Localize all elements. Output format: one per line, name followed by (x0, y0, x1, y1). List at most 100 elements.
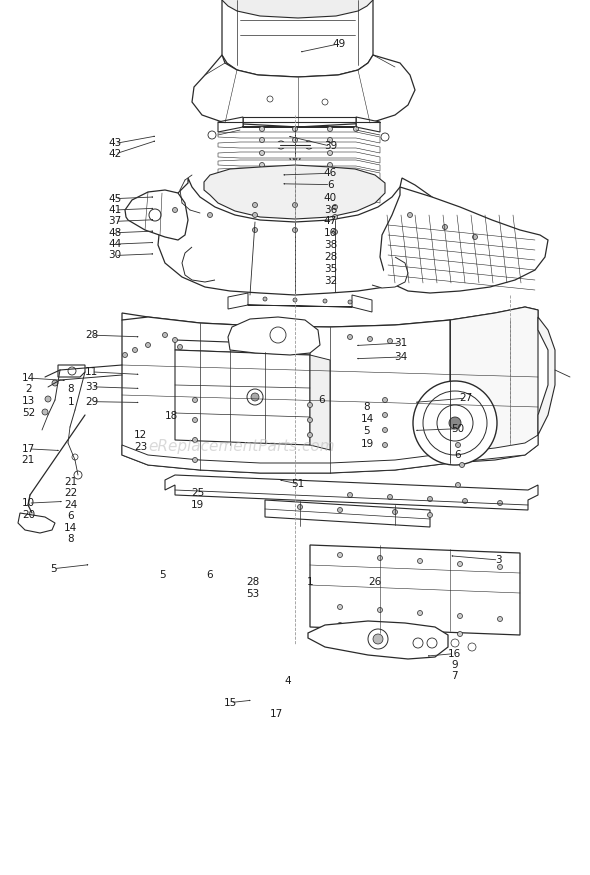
Circle shape (293, 127, 297, 131)
Text: 35: 35 (324, 263, 337, 274)
Circle shape (368, 337, 372, 341)
Circle shape (133, 347, 137, 353)
Text: 32: 32 (324, 276, 337, 286)
Circle shape (418, 558, 422, 564)
Text: 36: 36 (324, 205, 337, 215)
Text: 44: 44 (109, 239, 122, 249)
Circle shape (437, 405, 473, 441)
Circle shape (253, 213, 257, 218)
Circle shape (305, 141, 313, 149)
Text: 2: 2 (25, 384, 32, 395)
Circle shape (442, 225, 447, 229)
Circle shape (497, 564, 503, 570)
Text: 34: 34 (395, 352, 408, 362)
Polygon shape (18, 513, 55, 533)
Text: 31: 31 (395, 338, 408, 348)
Text: 26: 26 (368, 577, 381, 587)
Text: 19: 19 (360, 438, 373, 449)
Polygon shape (308, 621, 448, 659)
Circle shape (172, 207, 178, 213)
Circle shape (323, 299, 327, 303)
Polygon shape (218, 152, 380, 163)
Polygon shape (538, 317, 555, 435)
Circle shape (327, 137, 333, 143)
Circle shape (74, 471, 82, 479)
Text: 27: 27 (460, 393, 473, 403)
Polygon shape (218, 192, 380, 203)
Circle shape (428, 513, 432, 517)
Circle shape (307, 432, 313, 438)
Circle shape (251, 393, 259, 401)
Circle shape (322, 99, 328, 105)
Text: 16: 16 (448, 648, 461, 659)
Circle shape (162, 332, 168, 338)
Circle shape (418, 611, 422, 615)
Circle shape (337, 605, 343, 610)
Text: 5: 5 (363, 426, 371, 437)
Text: 6: 6 (454, 450, 461, 460)
Circle shape (388, 339, 392, 344)
Polygon shape (218, 160, 380, 171)
Circle shape (172, 338, 178, 342)
Circle shape (353, 127, 359, 131)
Circle shape (451, 639, 459, 647)
Polygon shape (218, 184, 380, 195)
Text: 18: 18 (165, 410, 178, 421)
Text: 20: 20 (22, 509, 35, 520)
Text: 4: 4 (284, 676, 291, 686)
Circle shape (497, 500, 503, 506)
Text: 14: 14 (64, 522, 77, 533)
Text: 23: 23 (134, 442, 147, 452)
Circle shape (253, 202, 257, 207)
Text: 15: 15 (224, 697, 237, 708)
Circle shape (348, 493, 352, 498)
Circle shape (178, 345, 182, 349)
Circle shape (307, 417, 313, 423)
Circle shape (192, 458, 198, 463)
Polygon shape (450, 307, 538, 463)
Polygon shape (58, 365, 85, 377)
Text: 3: 3 (495, 555, 502, 565)
Circle shape (348, 334, 352, 340)
Text: 5: 5 (159, 570, 166, 580)
Text: 21: 21 (64, 477, 77, 487)
Polygon shape (165, 475, 538, 510)
Polygon shape (175, 340, 310, 355)
Polygon shape (372, 257, 408, 288)
Circle shape (293, 298, 297, 302)
Circle shape (460, 463, 464, 467)
Circle shape (418, 628, 422, 634)
Text: 41: 41 (109, 205, 122, 215)
Circle shape (428, 496, 432, 501)
Circle shape (260, 163, 264, 167)
Circle shape (382, 412, 388, 417)
Circle shape (327, 163, 333, 167)
Circle shape (270, 327, 286, 343)
Circle shape (413, 638, 423, 648)
Text: 6: 6 (318, 395, 325, 405)
Circle shape (123, 353, 127, 358)
Text: 7: 7 (451, 671, 458, 682)
Text: 47: 47 (324, 216, 337, 227)
Text: 37: 37 (109, 216, 122, 227)
Circle shape (208, 213, 212, 218)
Circle shape (72, 454, 78, 460)
Text: 52: 52 (22, 408, 35, 418)
Circle shape (457, 562, 463, 566)
Circle shape (337, 552, 343, 557)
Circle shape (327, 174, 333, 179)
Text: 14: 14 (22, 373, 35, 383)
Circle shape (463, 499, 467, 503)
Text: 46: 46 (324, 168, 337, 178)
Circle shape (368, 629, 388, 649)
Text: 29: 29 (85, 396, 98, 407)
Text: 38: 38 (324, 240, 337, 250)
Polygon shape (228, 293, 372, 312)
Circle shape (381, 133, 389, 141)
Text: 28: 28 (246, 577, 259, 587)
Polygon shape (158, 178, 450, 295)
Polygon shape (310, 545, 520, 635)
Text: 8: 8 (67, 534, 74, 544)
Text: 14: 14 (360, 414, 373, 424)
Polygon shape (265, 500, 430, 527)
